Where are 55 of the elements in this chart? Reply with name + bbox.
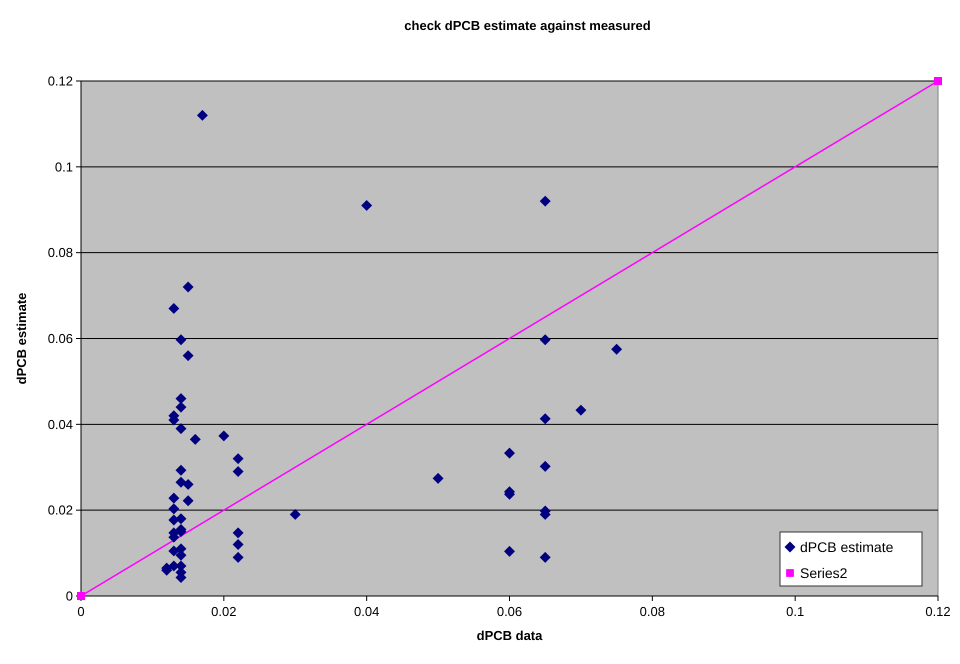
point: [190, 434, 201, 445]
point: [168, 503, 180, 514]
x-tick-label: 0.08: [640, 604, 665, 619]
y-tick-label: 0.06: [48, 331, 73, 346]
point: [176, 402, 186, 413]
point: [232, 453, 244, 464]
point: [432, 472, 444, 484]
x-tick-label: 0.06: [496, 604, 522, 619]
point: [232, 539, 244, 550]
point: [504, 448, 515, 459]
point: [218, 430, 230, 442]
point: [196, 110, 208, 121]
point: [168, 492, 180, 504]
point: [182, 495, 194, 506]
point: [540, 196, 551, 207]
point: [176, 464, 186, 476]
point: [182, 350, 194, 362]
y-tick-label: 0.08: [48, 245, 73, 260]
point: [176, 513, 186, 524]
point: [540, 552, 551, 563]
point: [182, 282, 194, 292]
x-tick-label: 0.12: [925, 604, 951, 619]
point: [176, 476, 186, 488]
point: [540, 460, 551, 472]
point: [934, 77, 942, 85]
point: [504, 546, 515, 557]
legend-label: dPCB estimate: [800, 539, 894, 555]
x-tick-label: 0.1: [786, 604, 804, 619]
point: [176, 334, 186, 346]
x-tick-label: 0: [77, 604, 85, 619]
x-axis-title: dPCB data: [476, 628, 544, 643]
point: [540, 413, 551, 424]
x-tick-label: 0.04: [354, 604, 380, 619]
y-tick-label: 0.1: [54, 159, 73, 174]
point: [232, 552, 244, 563]
point: [361, 200, 372, 211]
y-axis-title: dPCB estimate: [14, 292, 29, 384]
point: [232, 527, 244, 538]
point: [182, 478, 194, 490]
y-tick-label: 0.12: [48, 74, 73, 88]
point: [290, 508, 301, 520]
point: [168, 302, 180, 314]
chart-title: check dPCB estimate against measured: [404, 18, 651, 33]
y-tick-label: 0.04: [48, 416, 73, 432]
x-tick-label: 0.02: [211, 604, 236, 619]
y-tick-label: 0: [66, 588, 73, 604]
point: [168, 545, 180, 556]
point: [232, 466, 244, 478]
point: [176, 393, 186, 404]
point: [540, 334, 551, 346]
point: [176, 423, 186, 434]
y-tick-label: 0.02: [48, 502, 73, 518]
legend-label: Series2: [800, 565, 848, 581]
point: [611, 344, 622, 355]
point: [575, 404, 586, 416]
